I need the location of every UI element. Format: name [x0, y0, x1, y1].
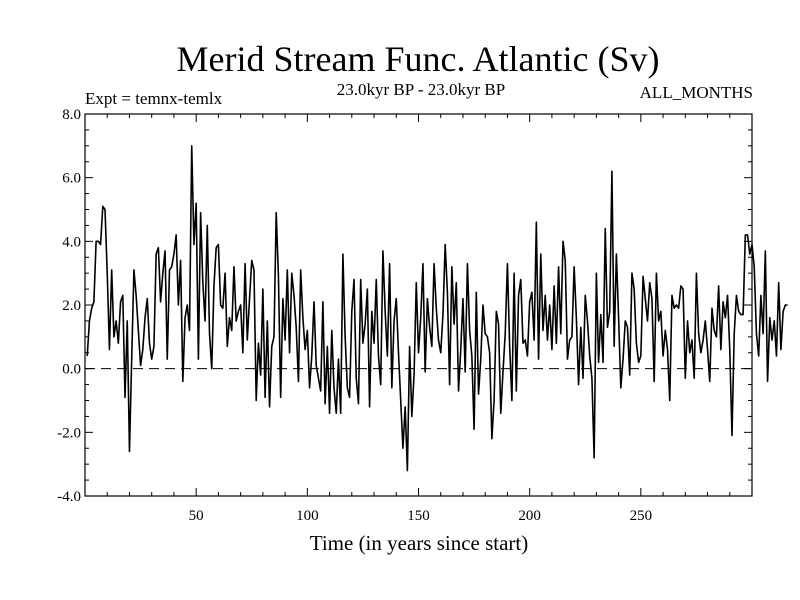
experiment-label: Expt = temnx-temlx	[85, 89, 223, 108]
chart-title: Merid Stream Func. Atlantic (Sv)	[177, 39, 660, 79]
x-axis: 50 100 150 200 250	[106, 114, 731, 524]
x-tick-label: 150	[407, 508, 430, 524]
y-tick-label: 8.0	[62, 107, 81, 123]
x-tick-label: 50	[189, 508, 204, 524]
y-tick-label: -2.0	[57, 425, 81, 441]
x-tick-label: 250	[630, 508, 653, 524]
y-axis: -4.0 -2.0 0.0 2.0 4.0 6.0 8.0	[57, 107, 752, 505]
y-tick-label: 4.0	[62, 234, 81, 250]
y-tick-label: -4.0	[57, 489, 81, 505]
x-tick-label: 200	[518, 508, 541, 524]
x-axis-label: Time (in years since start)	[310, 531, 529, 555]
x-tick-label: 100	[296, 508, 319, 524]
series-line	[86, 145, 788, 472]
plot-frame	[84, 113, 753, 497]
y-tick-label: 6.0	[62, 171, 81, 187]
time-range-label: 23.0kyr BP - 23.0kyr BP	[337, 80, 505, 99]
months-label: ALL_MONTHS	[640, 83, 753, 102]
y-tick-label: 2.0	[62, 298, 81, 314]
y-tick-label: 0.0	[62, 362, 81, 378]
